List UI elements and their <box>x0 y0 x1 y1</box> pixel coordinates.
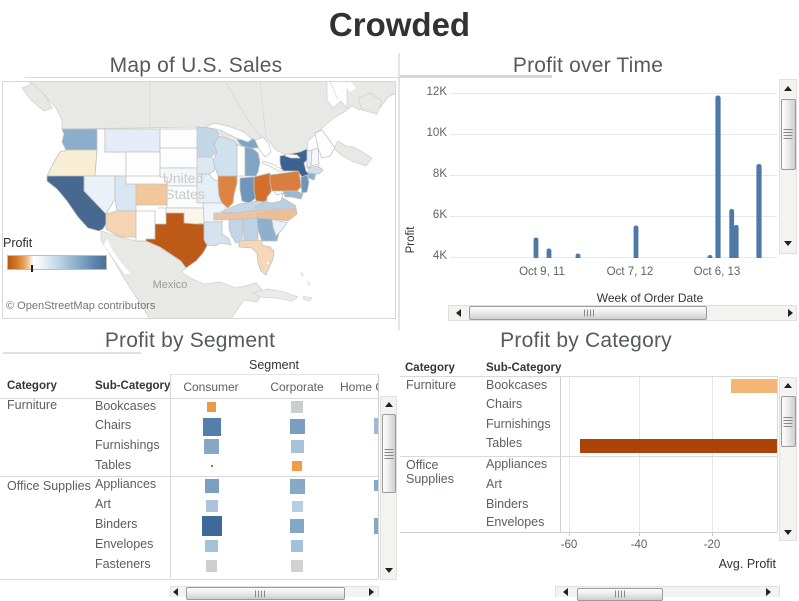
svg-text:Mexico: Mexico <box>153 279 188 291</box>
svg-text:United: United <box>163 170 203 186</box>
svg-text:States: States <box>165 186 205 202</box>
